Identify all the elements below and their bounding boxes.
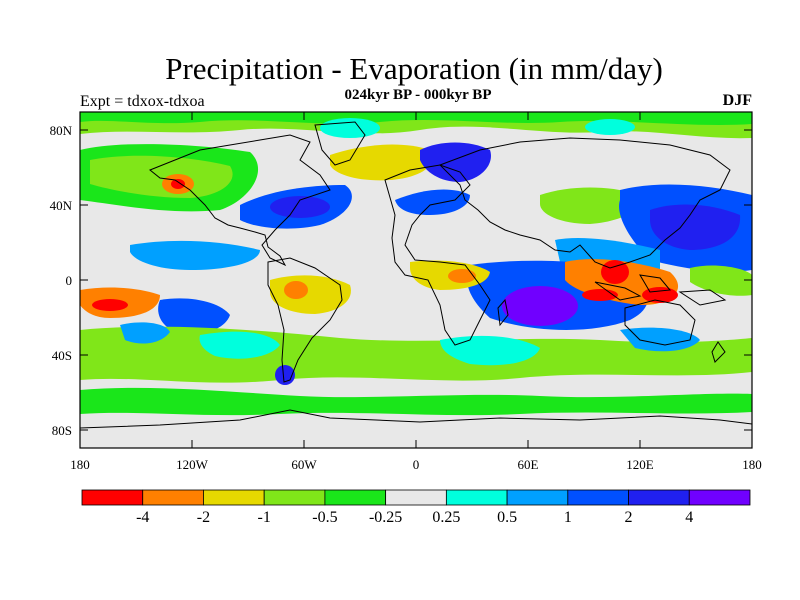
y-tick-label: 80N	[50, 123, 73, 138]
colorbar-label: 4	[685, 509, 693, 526]
x-tick-label: 60E	[518, 457, 539, 472]
x-tick-label: 120E	[626, 457, 654, 472]
colorbar: -4 -2 -1 -0.5 -0.25 0.25 0.5 1 2 4	[81, 489, 751, 526]
colorbar-label: 1	[564, 509, 572, 526]
coastlines	[80, 121, 752, 429]
colorbar-swatch	[81, 489, 144, 506]
colorbar-swatch	[263, 489, 326, 506]
colorbar-swatch	[203, 489, 265, 506]
chart-title: Precipitation - Evaporation (in mm/day)	[165, 51, 663, 86]
x-tick-label: 60W	[291, 457, 317, 472]
x-tick-label: 180	[70, 457, 90, 472]
x-tick-label: 0	[413, 457, 420, 472]
x-tick-label: 180	[742, 457, 762, 472]
colorbar-swatch	[142, 489, 204, 506]
colorbar-label: 2	[625, 509, 633, 526]
y-tick-label: 0	[66, 273, 73, 288]
colorbar-swatch	[688, 489, 751, 506]
colorbar-label: -0.25	[369, 509, 402, 526]
x-tick-label: 120W	[176, 457, 209, 472]
colorbar-swatch	[324, 489, 387, 506]
colorbar-swatch	[567, 489, 629, 506]
colorbar-label: -0.5	[312, 509, 337, 526]
colorbar-label: -2	[197, 509, 210, 526]
colorbar-swatch	[628, 489, 690, 506]
colorbar-swatch	[385, 489, 447, 506]
x-axis-ticks	[191, 112, 641, 448]
experiment-label: Expt = tdxox-tdxoa	[80, 93, 205, 110]
colorbar-label: -1	[258, 509, 271, 526]
y-tick-label: 40S	[52, 348, 72, 363]
y-axis-ticks	[80, 129, 752, 431]
colorbar-label: 0.5	[497, 509, 517, 526]
colorbar-label: -4	[136, 509, 149, 526]
y-tick-label: 80S	[52, 423, 72, 438]
colorbar-swatch	[506, 489, 569, 506]
colorbar-swatch	[445, 489, 508, 506]
y-tick-label: 40N	[50, 198, 73, 213]
chart-subtitle: 024kyr BP - 000kyr BP	[344, 87, 492, 103]
colorbar-label: 0.25	[432, 509, 460, 526]
season-label: DJF	[722, 92, 752, 109]
